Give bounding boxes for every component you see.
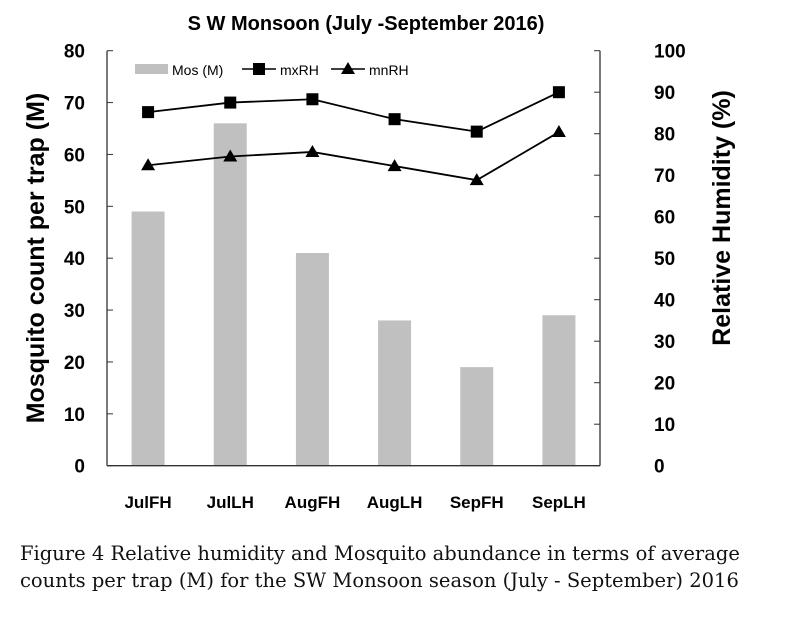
mnRH-point-JulFH: [141, 158, 156, 171]
bar-JulLH: [213, 123, 247, 466]
y-tick-label: 20: [64, 353, 85, 374]
y2-tick-label: 0: [654, 457, 665, 478]
x-tick-label: SepFH: [450, 493, 504, 512]
bar-SepLH: [542, 315, 576, 466]
legend-marker-mnRH: [341, 62, 355, 74]
y2-tick-label: 20: [654, 374, 675, 395]
y2-axis-label: Relative Humidity (%): [708, 90, 736, 346]
legend-swatch-mos: [135, 64, 168, 74]
x-tick-label: AugFH: [285, 493, 341, 512]
x-tick-label: JulLH: [207, 493, 254, 512]
mnRH-point-JulLH: [223, 149, 238, 162]
y2-tick-label: 50: [654, 249, 675, 270]
y2-tick-label: 70: [654, 166, 675, 187]
mnRH-point-SepFH: [469, 173, 484, 186]
y2-tick-label: 40: [654, 291, 675, 312]
mxRH-point-JulFH: [142, 106, 155, 119]
y-tick-label: 0: [74, 457, 85, 478]
y2-tick-label: 80: [654, 125, 675, 146]
x-tick-label: JulFH: [124, 493, 171, 512]
y2-tick-label: 60: [654, 208, 675, 229]
mnRH-point-SepLH: [551, 125, 566, 138]
x-tick-label: SepLH: [532, 493, 586, 512]
legend-label: Mos (M): [172, 62, 223, 78]
y-tick-label: 80: [64, 42, 85, 63]
y-tick-label: 40: [64, 249, 85, 270]
legend-label: mnRH: [369, 62, 409, 78]
mxRH-point-AugFH: [306, 93, 319, 106]
y-tick-label: 70: [64, 94, 85, 115]
line-mxRH: [147, 91, 560, 133]
y-tick-label: 10: [64, 405, 85, 426]
y2-tick-label: 90: [654, 83, 675, 104]
bar-JulFH: [131, 211, 165, 466]
mxRH-point-SepLH: [552, 86, 565, 99]
y2-tick-label: 30: [654, 332, 675, 353]
legend-marker-mxRH: [253, 63, 265, 75]
bar-AugLH: [378, 320, 412, 466]
figure-caption: Figure 4 Relative humidity and Mosquito …: [20, 542, 740, 592]
y-tick-label: 50: [64, 197, 85, 218]
mnRH-point-AugLH: [387, 159, 402, 172]
x-tick-label: AugLH: [367, 493, 423, 512]
line-mnRH: [147, 131, 560, 182]
mnRH-point-AugFH: [305, 144, 320, 157]
mxRH-point-SepFH: [470, 125, 483, 138]
bar-AugFH: [295, 253, 329, 466]
y-tick-label: 30: [64, 301, 85, 322]
bar-SepFH: [460, 367, 494, 466]
chart-title: S W Monsoon (July -September 2016): [188, 13, 545, 35]
y2-tick-label: 100: [654, 42, 686, 63]
legend-label: mxRH: [280, 62, 319, 78]
y-axis-label: Mosquito count per trap (M): [22, 93, 50, 424]
y-tick-label: 60: [64, 145, 85, 166]
mxRH-point-JulLH: [224, 96, 237, 109]
chart: S W Monsoon (July -September 2016) Mosqu…: [22, 13, 736, 512]
y2-tick-label: 10: [654, 415, 675, 436]
mxRH-point-AugLH: [388, 113, 401, 126]
